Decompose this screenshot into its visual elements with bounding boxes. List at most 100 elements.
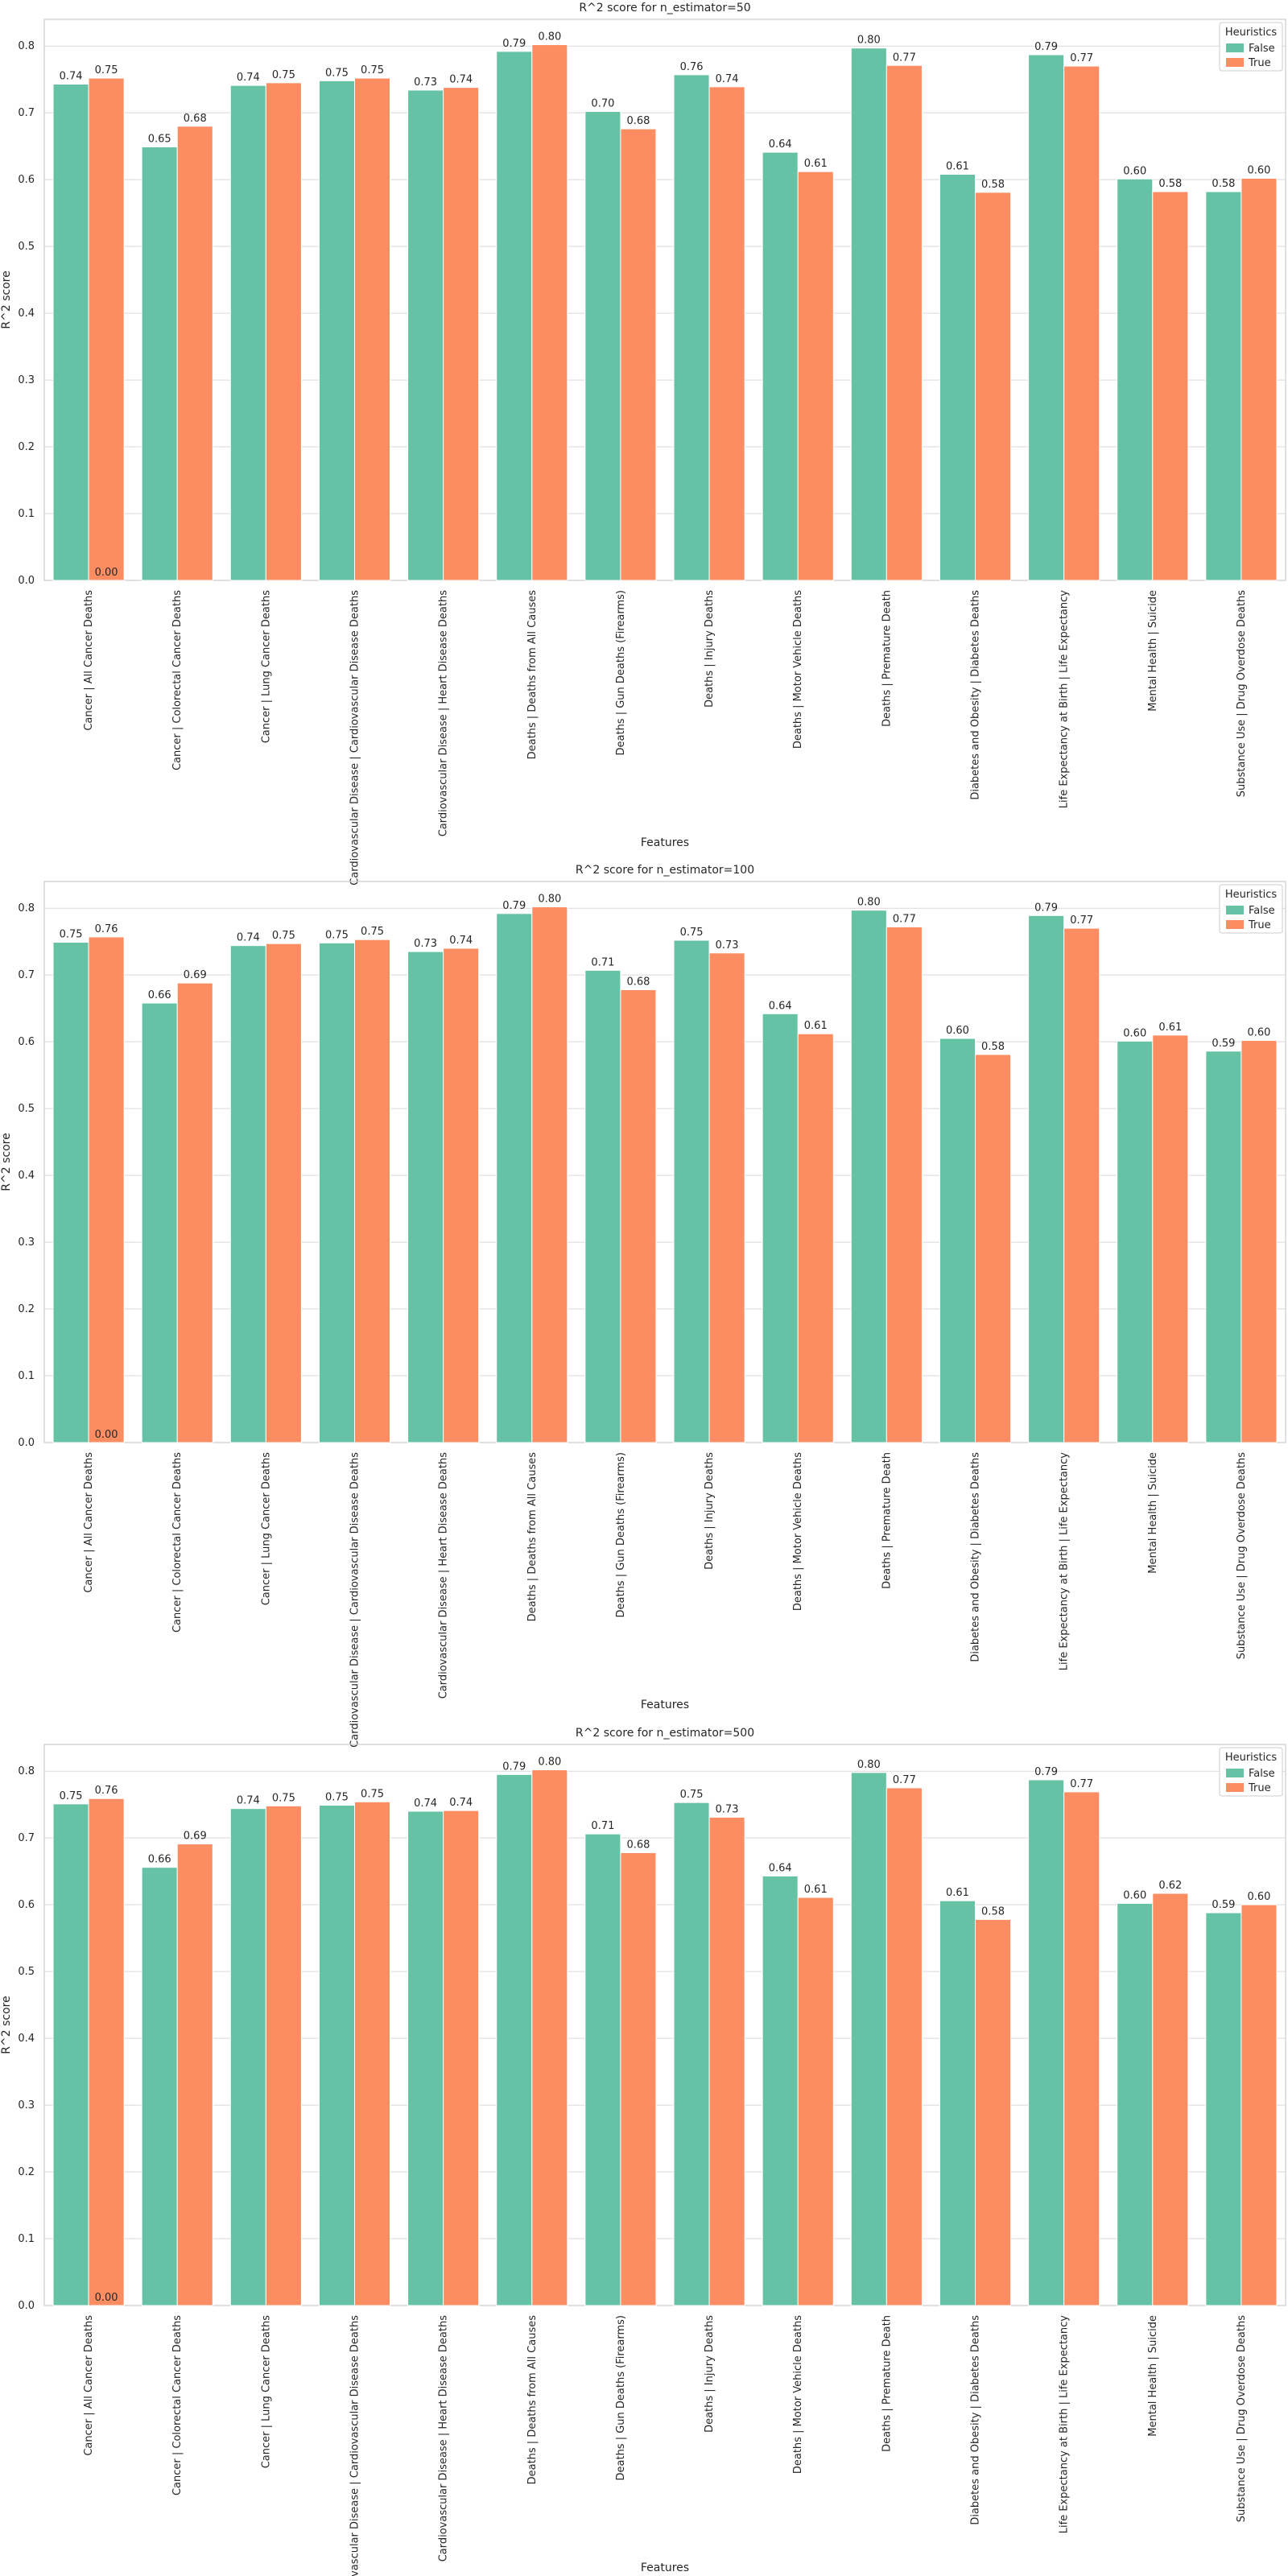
y-tick-label: 0.4	[18, 308, 35, 320]
data-label: 0.74	[237, 1795, 260, 1807]
y-tick-label: 0.0	[18, 1437, 35, 1449]
data-label: 0.74	[449, 1797, 473, 1809]
data-label: 0.69	[184, 1831, 207, 1843]
x-tick-label: Substance Use | Drug Overdose Deaths	[1236, 1452, 1248, 1659]
bar-true	[1063, 927, 1100, 1443]
bar-true	[443, 87, 480, 581]
bar-true	[1241, 1904, 1278, 2306]
bar-true	[265, 1805, 302, 2306]
zero-bar-label: 0.00	[95, 2292, 118, 2304]
data-label: 0.64	[769, 1000, 792, 1012]
x-tick-label: Cancer | All Cancer Deaths	[83, 1452, 95, 1593]
data-label: 0.77	[1070, 1778, 1093, 1790]
bar-false	[229, 945, 266, 1443]
x-tick-label: Cancer | All Cancer Deaths	[83, 2315, 95, 2456]
data-label: 0.75	[60, 1790, 83, 1802]
bar-true	[88, 1798, 125, 2306]
bar-false	[141, 1867, 178, 2306]
bar-false	[1028, 914, 1065, 1443]
x-tick-label: Cancer | Lung Cancer Deaths	[260, 2315, 272, 2469]
data-label: 0.75	[325, 1792, 349, 1804]
data-label: 0.59	[1212, 1038, 1235, 1050]
y-tick-label: 0.7	[18, 107, 35, 119]
x-tick-label: Deaths | Premature Death	[881, 2315, 893, 2452]
data-label: 0.79	[1034, 1766, 1058, 1778]
legend-label: False	[1249, 43, 1275, 55]
bar-false	[584, 111, 621, 581]
bar-true	[975, 1918, 1012, 2306]
bar-false	[496, 51, 533, 581]
data-label: 0.70	[591, 98, 614, 110]
bar-false	[1205, 191, 1242, 581]
bar-true	[797, 1033, 834, 1443]
bar-false	[584, 1833, 621, 2306]
data-label: 0.74	[60, 70, 83, 82]
data-label: 0.66	[148, 1854, 171, 1866]
bar-true	[531, 1769, 568, 2306]
data-label: 0.75	[325, 67, 349, 79]
chart-title: R^2 score for n_estimator=100	[576, 864, 754, 877]
data-label: 0.61	[946, 161, 969, 173]
bar-true	[1152, 1893, 1189, 2306]
chart-panel-0: R^2 score for n_estimator=50 0.0 0.1 0.2 0.3…	[0, 2, 1286, 886]
data-label: 0.60	[1123, 165, 1146, 177]
x-tick-label: Cancer | Colorectal Cancer Deaths	[171, 1452, 184, 1633]
bar-false	[939, 174, 976, 581]
data-label: 0.68	[626, 976, 650, 988]
data-label: 0.74	[414, 1798, 437, 1810]
y-axis-label: R^2 score	[0, 1133, 13, 1191]
data-label: 0.75	[272, 69, 295, 81]
y-tick-label: 0.8	[18, 40, 35, 52]
data-label: 0.79	[502, 38, 526, 50]
data-label: 0.61	[804, 1020, 828, 1032]
data-label: 0.77	[1070, 52, 1093, 64]
bar-true	[354, 77, 391, 581]
y-tick-label: 0.2	[18, 2166, 35, 2178]
data-label: 0.75	[325, 929, 349, 941]
legend-label: True	[1248, 919, 1271, 931]
bar-false	[407, 1810, 444, 2306]
bar-false	[673, 1802, 710, 2306]
data-label: 0.75	[361, 64, 384, 76]
y-tick-label: 0.8	[18, 1765, 35, 1777]
y-tick-label: 0.2	[18, 1303, 35, 1315]
x-tick-label: Deaths | Gun Deaths (Firearms)	[615, 1452, 627, 1618]
y-tick-label: 0.8	[18, 902, 35, 914]
data-label: 0.80	[857, 897, 881, 909]
x-tick-label: Deaths | Gun Deaths (Firearms)	[615, 2315, 627, 2481]
x-tick-label: Deaths | Motor Vehicle Deaths	[792, 1452, 804, 1611]
bar-true	[975, 1054, 1012, 1443]
y-tick-label: 0.6	[18, 174, 35, 186]
data-label: 0.76	[680, 61, 704, 73]
bar-false	[318, 942, 356, 1443]
x-tick-label: Diabetes and Obesity | Diabetes Deaths	[970, 1452, 982, 1662]
x-axis-label: Features	[641, 2562, 689, 2574]
legend-swatch-true	[1226, 1783, 1244, 1792]
data-label: 0.73	[716, 1803, 739, 1815]
bar-true	[265, 82, 302, 581]
x-tick-label: Cardiovascular Disease | Heart Disease D…	[438, 1452, 450, 1699]
legend-swatch-false	[1226, 43, 1244, 52]
x-tick-label: Life Expectancy at Birth | Life Expectan…	[1059, 2315, 1071, 2534]
data-label: 0.79	[1034, 41, 1058, 53]
x-tick-label: Diabetes and Obesity | Diabetes Deaths	[970, 590, 982, 800]
bar-true	[176, 126, 213, 581]
bar-false	[1028, 1779, 1065, 2306]
legend: Heuristics False True	[1219, 22, 1283, 72]
bar-false	[318, 80, 356, 581]
y-tick-label: 0.3	[18, 2099, 35, 2112]
x-tick-label: Mental Health | Suicide	[1147, 1452, 1159, 1574]
x-tick-label: Cardiovascular Disease | Cardiovascular …	[349, 2315, 361, 2576]
y-tick-label: 0.4	[18, 1170, 35, 1182]
bar-true	[1152, 1034, 1189, 1443]
bar-true	[443, 947, 480, 1443]
bar-true	[88, 936, 125, 1443]
x-tick-label: Deaths | Injury Deaths	[704, 1452, 716, 1570]
y-tick-label: 0.2	[18, 441, 35, 453]
legend-label: True	[1248, 57, 1271, 69]
legend: Heuristics False True	[1219, 884, 1283, 934]
bar-true	[708, 952, 745, 1443]
bar-false	[1117, 178, 1154, 581]
bar-true	[531, 44, 568, 581]
